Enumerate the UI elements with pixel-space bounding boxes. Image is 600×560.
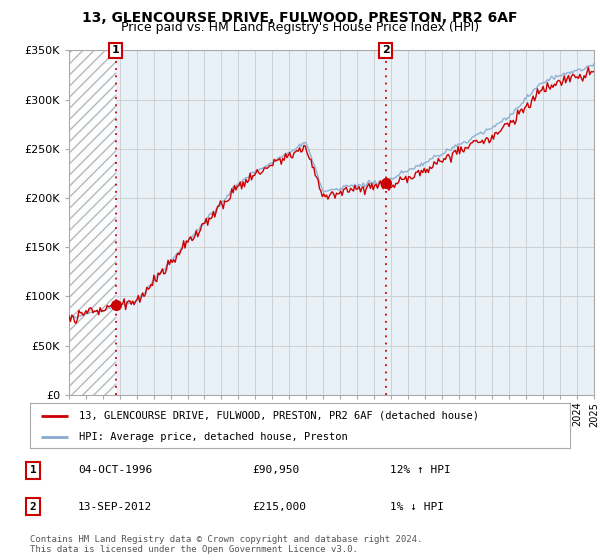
Text: Price paid vs. HM Land Registry's House Price Index (HPI): Price paid vs. HM Land Registry's House … [121, 21, 479, 34]
Text: Contains HM Land Registry data © Crown copyright and database right 2024.
This d: Contains HM Land Registry data © Crown c… [30, 535, 422, 554]
Text: 1: 1 [29, 465, 37, 475]
Text: 13, GLENCOURSE DRIVE, FULWOOD, PRESTON, PR2 6AF: 13, GLENCOURSE DRIVE, FULWOOD, PRESTON, … [82, 11, 518, 25]
Text: 1: 1 [112, 45, 119, 55]
Text: 2: 2 [382, 45, 389, 55]
Text: 13, GLENCOURSE DRIVE, FULWOOD, PRESTON, PR2 6AF (detached house): 13, GLENCOURSE DRIVE, FULWOOD, PRESTON, … [79, 410, 479, 421]
Text: 1% ↓ HPI: 1% ↓ HPI [390, 502, 444, 512]
Text: £215,000: £215,000 [252, 502, 306, 512]
Text: 2: 2 [29, 502, 37, 512]
Text: £90,950: £90,950 [252, 465, 299, 475]
Text: 12% ↑ HPI: 12% ↑ HPI [390, 465, 451, 475]
Text: HPI: Average price, detached house, Preston: HPI: Average price, detached house, Pres… [79, 432, 347, 442]
Text: 13-SEP-2012: 13-SEP-2012 [78, 502, 152, 512]
Text: 04-OCT-1996: 04-OCT-1996 [78, 465, 152, 475]
